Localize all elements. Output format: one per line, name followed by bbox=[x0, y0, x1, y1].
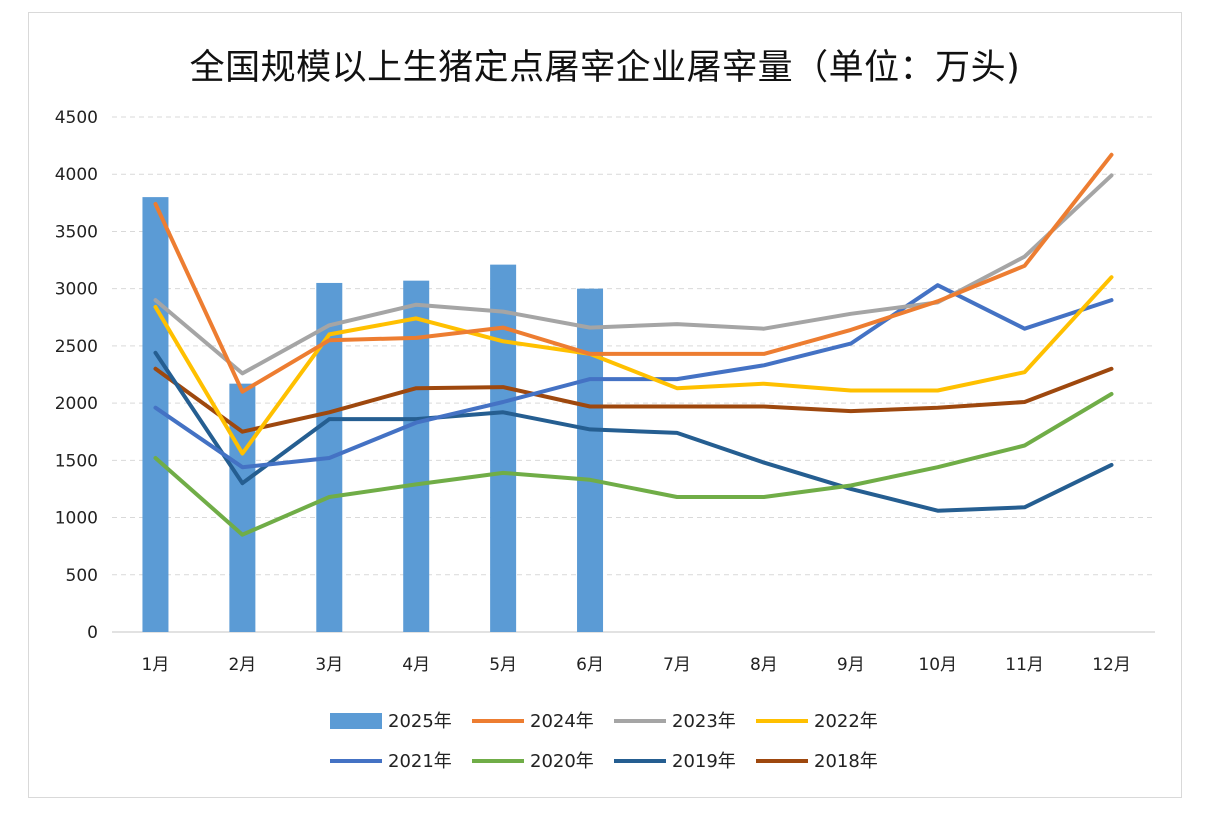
y-tick-label: 4500 bbox=[55, 108, 98, 128]
line-2018 bbox=[153, 366, 1114, 434]
legend-label: 2021年 bbox=[388, 751, 452, 772]
x-tick-label: 12月 bbox=[1092, 655, 1131, 675]
x-tick-label: 10月 bbox=[918, 655, 957, 675]
x-axis-ticks: 1月 2月 3月 4月 5月 6月 7月 8月 9月 10月 11月 12月 bbox=[142, 655, 1131, 675]
x-tick-label: 11月 bbox=[1005, 655, 1044, 675]
line-2022 bbox=[153, 275, 1114, 456]
legend-label: 2018年 bbox=[814, 751, 878, 772]
x-tick-label: 5月 bbox=[489, 655, 517, 675]
line-2020 bbox=[153, 392, 1114, 537]
y-tick-label: 3500 bbox=[55, 222, 98, 242]
legend-label: 2022年 bbox=[814, 711, 878, 732]
y-tick-label: 1000 bbox=[55, 509, 98, 529]
x-tick-label: 7月 bbox=[663, 655, 691, 675]
legend: 2025年 2024年 2023年 2022年 2021年 2020年 2019年 2018年 bbox=[330, 711, 878, 772]
x-tick-label: 3月 bbox=[315, 655, 343, 675]
y-tick-label: 4000 bbox=[55, 165, 98, 185]
line-series bbox=[153, 152, 1114, 537]
bar-2025 bbox=[490, 264, 517, 632]
y-tick-label: 500 bbox=[66, 566, 98, 586]
bar-2025 bbox=[577, 288, 604, 632]
legend-label: 2019年 bbox=[672, 751, 736, 772]
bar-series bbox=[142, 197, 604, 632]
x-tick-label: 1月 bbox=[142, 655, 170, 675]
legend-label: 2025年 bbox=[388, 711, 452, 732]
legend-swatch-bar bbox=[330, 713, 382, 729]
chart-title: 全国规模以上生猪定点屠宰企业屠宰量（单位：万头) bbox=[189, 48, 1021, 88]
y-tick-label: 2000 bbox=[55, 394, 98, 414]
x-tick-label: 9月 bbox=[837, 655, 865, 675]
bar-2025 bbox=[403, 280, 430, 632]
legend-label: 2024年 bbox=[530, 711, 594, 732]
bar-2025 bbox=[229, 383, 256, 632]
legend-label: 2023年 bbox=[672, 711, 736, 732]
x-tick-label: 8月 bbox=[750, 655, 778, 675]
line-2021 bbox=[153, 283, 1114, 470]
legend-label: 2020年 bbox=[530, 751, 594, 772]
y-tick-label: 2500 bbox=[55, 337, 98, 357]
y-axis-ticks: 0 500 1000 1500 2000 2500 3000 3500 4000 4500 bbox=[55, 108, 98, 643]
line-2024 bbox=[153, 152, 1114, 394]
y-tick-label: 0 bbox=[87, 623, 98, 643]
x-tick-label: 4月 bbox=[402, 655, 430, 675]
y-tick-label: 1500 bbox=[55, 451, 98, 471]
line-2019 bbox=[153, 350, 1114, 513]
line-2023 bbox=[153, 173, 1114, 376]
x-tick-label: 2月 bbox=[228, 655, 256, 675]
y-tick-label: 3000 bbox=[55, 280, 98, 300]
x-tick-label: 6月 bbox=[576, 655, 604, 675]
